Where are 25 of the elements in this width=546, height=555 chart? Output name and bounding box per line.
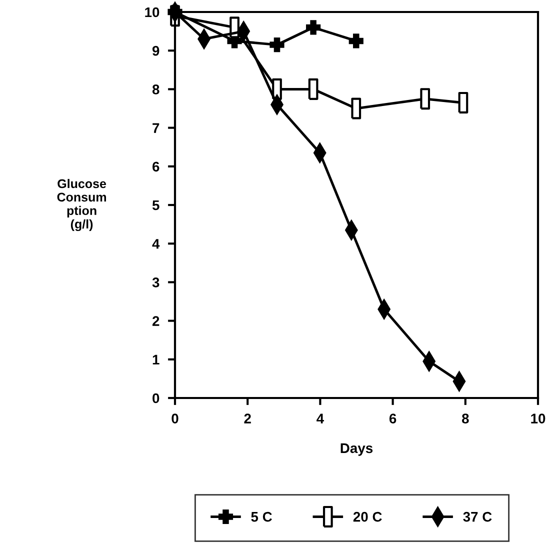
y-tick-label: 9	[152, 46, 160, 56]
x-tick-label: 10	[531, 414, 546, 424]
y-tick-label: 4	[152, 239, 160, 249]
y-tick-label: 8	[152, 84, 160, 94]
x-tick-label: 0	[172, 414, 178, 424]
y-tick-label: 5	[152, 200, 160, 210]
x-tick-label: 2	[244, 414, 251, 424]
y-tick-label: 1	[152, 354, 160, 364]
y-tick-label: 2	[152, 316, 160, 326]
point	[348, 34, 364, 48]
x-tick-label: 8	[462, 414, 469, 424]
x-tick-label: 4	[316, 414, 324, 424]
legend-label: 5 C	[251, 512, 272, 522]
y-tick-label: 6	[152, 162, 160, 172]
point	[306, 20, 321, 35]
y-axis-title: Glucose Consum ption (g/l)	[57, 178, 106, 232]
x-tick-label: 6	[389, 414, 396, 424]
legend-label: 20 C	[353, 512, 382, 522]
x-axis-title: Days	[340, 443, 373, 456]
y-tick-label: 3	[152, 278, 160, 288]
legend-label: 37 C	[463, 512, 492, 522]
point	[270, 38, 284, 52]
y-tick-label: 0	[152, 393, 160, 404]
y-tick-label: 10	[145, 7, 160, 18]
y-tick-label: 7	[152, 123, 160, 133]
